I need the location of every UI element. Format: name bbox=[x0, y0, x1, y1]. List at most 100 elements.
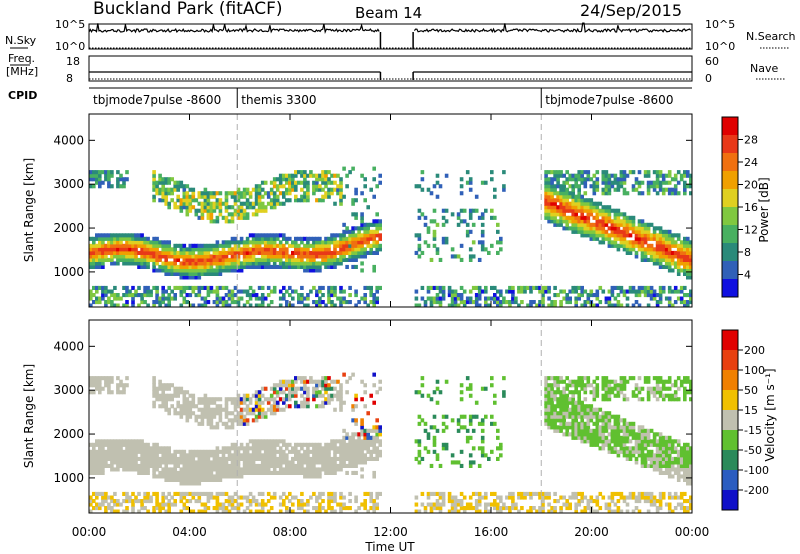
power-cell bbox=[215, 289, 220, 294]
power-cell bbox=[98, 250, 102, 255]
velocity-cell bbox=[300, 446, 304, 451]
power-cell bbox=[155, 268, 159, 273]
power-cell bbox=[333, 293, 337, 298]
power-cell bbox=[278, 254, 283, 259]
velocity-cell bbox=[459, 491, 464, 496]
velocity-cell bbox=[477, 502, 482, 507]
power-cell bbox=[140, 243, 144, 248]
velocity-cell bbox=[260, 453, 265, 458]
power-cell bbox=[131, 285, 135, 290]
power-cell bbox=[203, 250, 208, 255]
power-cell bbox=[565, 293, 569, 298]
velocity-cell bbox=[275, 456, 280, 461]
velocity-cell bbox=[468, 502, 473, 507]
power-cell bbox=[661, 236, 666, 241]
power-cell bbox=[559, 201, 563, 206]
velocity-cell bbox=[547, 491, 551, 496]
velocity-cell bbox=[260, 499, 265, 504]
power-cell bbox=[348, 257, 352, 262]
power-cell bbox=[622, 289, 627, 294]
power-cell bbox=[616, 222, 621, 227]
power-cell bbox=[98, 257, 102, 262]
velocity-cell bbox=[583, 386, 588, 391]
power-cell bbox=[670, 177, 675, 182]
power-cell bbox=[116, 296, 120, 301]
power-cell bbox=[366, 205, 370, 210]
velocity-cell bbox=[559, 495, 563, 500]
velocity-cell bbox=[604, 442, 609, 447]
velocity-cell bbox=[562, 418, 566, 423]
velocity-cell bbox=[257, 467, 262, 472]
velocity-cell bbox=[260, 491, 265, 496]
power-cell bbox=[574, 215, 578, 220]
velocity-cell bbox=[200, 421, 205, 426]
velocity-cell bbox=[113, 456, 117, 461]
velocity-cell bbox=[372, 439, 376, 444]
velocity-cell bbox=[188, 400, 193, 405]
velocity-cell bbox=[565, 376, 569, 381]
velocity-cell bbox=[321, 449, 325, 454]
power-cell bbox=[173, 257, 177, 262]
velocity-cell bbox=[194, 460, 199, 465]
power-cell bbox=[257, 194, 262, 199]
velocity-cell bbox=[342, 463, 346, 468]
velocity-cell bbox=[179, 481, 184, 486]
velocity-cell bbox=[242, 470, 247, 475]
power-cell bbox=[206, 194, 211, 199]
velocity-cell bbox=[294, 446, 298, 451]
velocity-cell bbox=[556, 376, 560, 381]
velocity-cell bbox=[354, 453, 358, 458]
velocity-cell bbox=[152, 404, 156, 409]
power-cell bbox=[318, 198, 322, 203]
power-cell bbox=[300, 285, 304, 290]
velocity-cell bbox=[369, 442, 373, 447]
power-cell bbox=[601, 180, 606, 185]
velocity-cell bbox=[315, 390, 319, 395]
velocity-cell bbox=[441, 428, 446, 433]
power-cell bbox=[607, 191, 612, 196]
velocity-cell bbox=[553, 421, 557, 426]
power-cell bbox=[553, 177, 557, 182]
power-cell bbox=[589, 208, 594, 213]
velocity-cell bbox=[152, 460, 156, 465]
power-cell bbox=[227, 257, 232, 262]
velocity-cell bbox=[161, 446, 165, 451]
velocity-cell bbox=[297, 460, 301, 465]
power-cell bbox=[342, 222, 346, 227]
velocity-cell bbox=[468, 393, 473, 398]
power-cell bbox=[583, 229, 588, 234]
power-cell bbox=[667, 236, 672, 241]
power-cell bbox=[303, 250, 307, 255]
power-cell bbox=[583, 205, 588, 210]
power-cell bbox=[98, 170, 102, 175]
velocity-cell bbox=[354, 456, 358, 461]
power-cell bbox=[206, 201, 211, 206]
power-cell bbox=[652, 247, 657, 252]
power-cell bbox=[327, 243, 331, 248]
velocity-cell bbox=[125, 442, 129, 447]
velocity-cell bbox=[248, 411, 253, 416]
power-cell bbox=[559, 187, 563, 192]
power-cell bbox=[224, 191, 229, 196]
velocity-cell bbox=[300, 376, 304, 381]
velocity-cell bbox=[257, 502, 262, 507]
velocity-cell bbox=[134, 439, 138, 444]
velocity-cell bbox=[218, 397, 223, 402]
power-cell bbox=[182, 250, 187, 255]
velocity-cell bbox=[372, 425, 376, 430]
velocity-cell bbox=[592, 432, 597, 437]
velocity-cell bbox=[435, 502, 440, 507]
power-cell bbox=[291, 254, 295, 259]
velocity-cell bbox=[300, 463, 304, 468]
velocity-cell bbox=[303, 470, 307, 475]
power-cell bbox=[474, 303, 479, 307]
velocity-cell bbox=[206, 400, 211, 405]
power-cell bbox=[257, 208, 262, 213]
velocity-cell bbox=[553, 397, 557, 402]
power-cell bbox=[306, 296, 310, 301]
power-cell bbox=[263, 233, 268, 238]
velocity-cell bbox=[140, 442, 144, 447]
velocity-cell bbox=[363, 442, 367, 447]
power-cell bbox=[583, 198, 588, 203]
velocity-cell bbox=[324, 470, 328, 475]
